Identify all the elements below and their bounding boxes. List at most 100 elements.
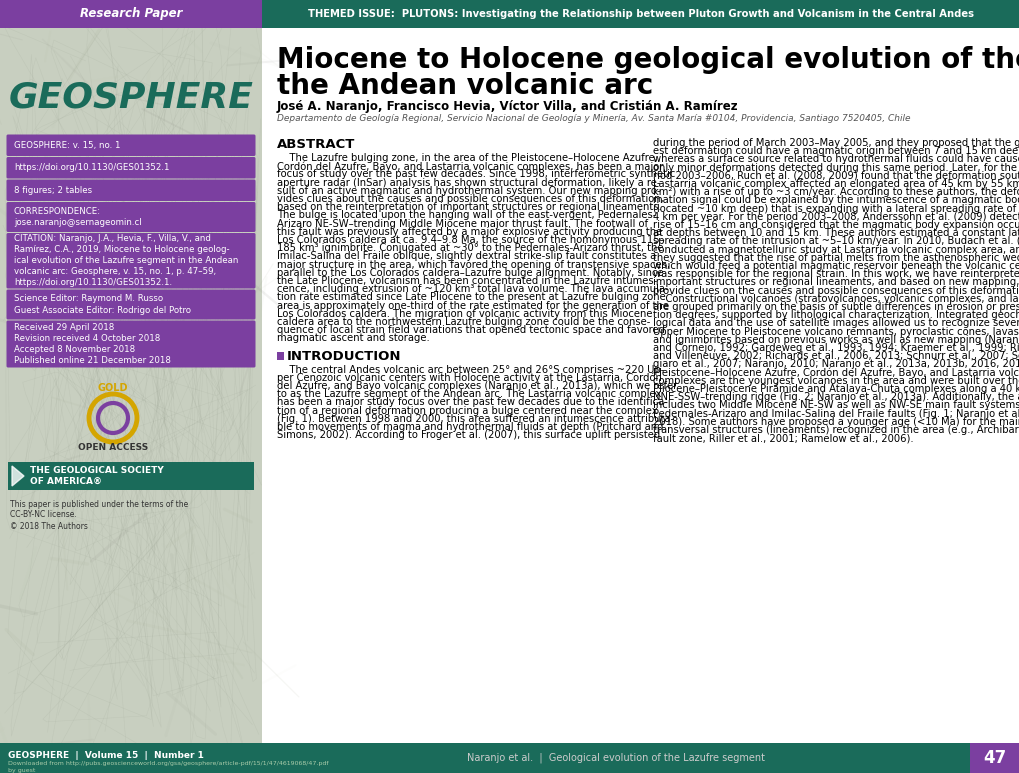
Text: parallel to the Los Colorados caldera–Lazufre bulge alignment. Notably, since: parallel to the Los Colorados caldera–La… xyxy=(277,267,663,278)
FancyBboxPatch shape xyxy=(6,202,255,232)
Text: based on the reinterpretation of important structures or regional lineaments.: based on the reinterpretation of importa… xyxy=(277,203,661,213)
Text: © 2018 The Authors: © 2018 The Authors xyxy=(10,522,88,531)
Text: This paper is published under the terms of the
CC-BY-NC license.: This paper is published under the terms … xyxy=(10,500,189,519)
Text: Cordón del Azufre, Bayo, and Lastarria volcanic complexes, has been a major: Cordón del Azufre, Bayo, and Lastarria v… xyxy=(277,162,662,172)
Text: (Fig. 1). Between 1998 and 2000, this area suffered an intumescence attributa-: (Fig. 1). Between 1998 and 2000, this ar… xyxy=(277,414,674,424)
Text: logical data and the use of satellite images allowed us to recognize several: logical data and the use of satellite im… xyxy=(652,318,1019,329)
Text: The bulge is located upon the hanging wall of the east-vergent, Pedernales-: The bulge is located upon the hanging wa… xyxy=(277,210,656,220)
Text: and Villeneuve, 2002; Richards et al., 2006, 2013; Schnurr et al., 2007; Seg-: and Villeneuve, 2002; Richards et al., 2… xyxy=(652,351,1019,361)
Text: which would feed a potential magmatic reservoir beneath the volcanic center,: which would feed a potential magmatic re… xyxy=(652,261,1019,271)
Text: ble to movements of magma and hydrothermal fluids at depth (Pritchard and: ble to movements of magma and hydrotherm… xyxy=(277,422,662,432)
Text: by guest: by guest xyxy=(8,768,36,773)
Text: Lastarria volcanic complex affected an elongated area of 45 km by 55 km (1400: Lastarria volcanic complex affected an e… xyxy=(652,179,1019,189)
Bar xyxy=(0,0,262,28)
Text: Imilac-Salina del Fraile oblique, slightly dextral strike-slip fault constitutes: Imilac-Salina del Fraile oblique, slight… xyxy=(277,251,655,261)
FancyBboxPatch shape xyxy=(6,290,255,319)
Text: José A. Naranjo, Francisco Hevia, Víctor Villa, and Cristián A. Ramírez: José A. Naranjo, Francisco Hevia, Víctor… xyxy=(277,100,738,113)
Text: Miocene to Holocene geological evolution of the Lazufre segment in: Miocene to Holocene geological evolution… xyxy=(277,46,1019,74)
Text: the Andean volcanic arc: the Andean volcanic arc xyxy=(277,72,652,100)
Text: magmatic ascent and storage.: magmatic ascent and storage. xyxy=(277,333,429,343)
Text: tion degrees, supported by lithological characterization. Integrated geochro-no-: tion degrees, supported by lithological … xyxy=(652,310,1019,320)
Polygon shape xyxy=(12,466,24,486)
Bar xyxy=(262,743,969,773)
Text: they suggested that the rise of partial melts from the asthenospheric wedge,: they suggested that the rise of partial … xyxy=(652,253,1019,263)
Text: ABSTRACT: ABSTRACT xyxy=(277,138,355,151)
Text: to as the Lazufre segment of the Andean arc. The Lastarria volcanic complex: to as the Lazufre segment of the Andean … xyxy=(277,389,660,399)
Text: Pleistocene–Holocene Azufre, Cordón del Azufre, Bayo, and Lastarria volcanic: Pleistocene–Holocene Azufre, Cordón del … xyxy=(652,368,1019,378)
Text: Los Colorados caldera at ca. 9.4–9.8 Ma, the source of the homonymous 115–: Los Colorados caldera at ca. 9.4–9.8 Ma,… xyxy=(277,235,664,245)
Text: Naranjo et al.  |  Geological evolution of the Lazufre segment: Naranjo et al. | Geological evolution of… xyxy=(467,753,764,763)
Text: this fault was previously affected by a major explosive activity producing the: this fault was previously affected by a … xyxy=(277,226,661,237)
Text: GEOSPHERE  |  Volume 15  |  Number 1: GEOSPHERE | Volume 15 | Number 1 xyxy=(8,751,204,760)
Text: km²) with a rise of up to ~3 cm/year. According to these authors, the defor-: km²) with a rise of up to ~3 cm/year. Ac… xyxy=(652,187,1019,197)
Text: aperture radar (InSar) analysis has shown structural deformation, likely a re-: aperture radar (InSar) analysis has show… xyxy=(277,178,660,188)
Text: and ignimbrites based on previous works as well as new mapping (Naranjo: and ignimbrites based on previous works … xyxy=(652,335,1019,345)
Text: Arizaro NE-SW–trending Middle Miocene major thrust fault. The footwall of: Arizaro NE-SW–trending Middle Miocene ma… xyxy=(277,219,647,229)
Text: OPEN ACCESS: OPEN ACCESS xyxy=(77,444,148,452)
Text: only minor deformations detected during this same period. Later, for the pe-: only minor deformations detected during … xyxy=(652,162,1019,172)
FancyBboxPatch shape xyxy=(6,157,255,179)
Bar xyxy=(277,352,283,359)
Text: tion of a regional deformation producing a bulge centered near the complex: tion of a regional deformation producing… xyxy=(277,406,657,416)
Text: Los Colorados caldera. The migration of volcanic activity from this Miocene: Los Colorados caldera. The migration of … xyxy=(277,308,652,318)
FancyBboxPatch shape xyxy=(6,233,255,288)
Text: 4 km per year. For the period 2003–2008, Anderssohn et al. (2009) detected a: 4 km per year. For the period 2003–2008,… xyxy=(652,212,1019,222)
Text: conducted a magnetotelluric study at Lastarria volcanic complex area, and: conducted a magnetotelluric study at Las… xyxy=(652,244,1019,254)
Text: during the period of March 2003–May 2005, and they proposed that the great-: during the period of March 2003–May 2005… xyxy=(652,138,1019,148)
Text: 8 figures; 2 tables: 8 figures; 2 tables xyxy=(14,186,92,195)
Text: Science Editor: Raymond M. Russo
Guest Associate Editor: Rodrigo del Potro: Science Editor: Raymond M. Russo Guest A… xyxy=(14,295,191,315)
Text: are grouped primarily on the basis of subtle differences in erosion or preserva-: are grouped primarily on the basis of su… xyxy=(652,302,1019,312)
Text: 2018). Some authors have proposed a younger age (<10 Ma) for the main: 2018). Some authors have proposed a youn… xyxy=(652,417,1019,427)
Text: Pliocene–Pleistocene Pirámide and Atalaya-Chuta complexes along a 40 km: Pliocene–Pleistocene Pirámide and Atalay… xyxy=(652,384,1019,394)
Text: whereas a surface source related to hydrothermal fluids could have caused: whereas a surface source related to hydr… xyxy=(652,155,1019,165)
Text: Constructional volcanoes (stratovolcanoes, volcanic complexes, and lavas): Constructional volcanoes (stratovolcanoe… xyxy=(652,294,1019,304)
Text: CITATION: Naranjo, J.A., Hevia, F., Villa, V., and
Ramírez, C.A., 2019, Miocene : CITATION: Naranjo, J.A., Hevia, F., Vill… xyxy=(14,234,238,288)
Text: was responsible for the regional strain. In this work, we have reinterpreted: was responsible for the regional strain.… xyxy=(652,269,1019,279)
Text: del Azufre, and Bayo volcanic complexes (Naranjo et al., 2013a), which we refer: del Azufre, and Bayo volcanic complexes … xyxy=(277,381,677,391)
Text: Pedernales-Arizaro and Imilac-Salina del Fraile faults (Fig. 1; Naranjo et al.,: Pedernales-Arizaro and Imilac-Salina del… xyxy=(652,409,1019,419)
Text: mation signal could be explained by the intumescence of a magmatic body: mation signal could be explained by the … xyxy=(652,196,1019,206)
Text: fault zone, Riller et al., 2001; Ramelow et al., 2006).: fault zone, Riller et al., 2001; Ramelow… xyxy=(652,433,913,443)
FancyBboxPatch shape xyxy=(6,135,255,156)
Bar xyxy=(0,743,262,773)
Text: cence, including extrusion of ~120 km³ total lava volume. The lava accumula-: cence, including extrusion of ~120 km³ t… xyxy=(277,284,668,295)
Text: caldera area to the northwestern Lazufre bulging zone could be the conse-: caldera area to the northwestern Lazufre… xyxy=(277,317,650,327)
Text: 47: 47 xyxy=(982,749,1006,767)
Bar xyxy=(0,0,262,773)
Text: quence of local strain field variations that opened tectonic space and favored: quence of local strain field variations … xyxy=(277,325,664,335)
Text: CORRESPONDENCE:
jose.naranjo@sernageomin.cl: CORRESPONDENCE: jose.naranjo@sernageomin… xyxy=(14,207,142,227)
Text: and Cornejo, 1992; Gardeweg et al., 1993, 1994; Kraemer et al., 1999; Richards: and Cornejo, 1992; Gardeweg et al., 1993… xyxy=(652,343,1019,353)
Text: The Lazufre bulging zone, in the area of the Pleistocene–Holocene Azufre,: The Lazufre bulging zone, in the area of… xyxy=(277,153,657,163)
Text: est deformation could have a magmatic origin between 7 and 15 km deep,: est deformation could have a magmatic or… xyxy=(652,146,1019,156)
Text: Received 29 April 2018
Revision received 4 October 2018
Accepted 8 November 2018: Received 29 April 2018 Revision received… xyxy=(14,323,171,365)
Text: GOLD: GOLD xyxy=(98,383,128,393)
Text: INTRODUCTION: INTRODUCTION xyxy=(286,349,401,363)
Text: Simons, 2002). According to Froger et al. (2007), this surface uplift persisted: Simons, 2002). According to Froger et al… xyxy=(277,431,659,440)
Text: Downloaded from http://pubs.geoscienceworld.org/gsa/geosphere/article-pdf/15/1/4: Downloaded from http://pubs.geosciencewo… xyxy=(8,761,328,766)
Text: spreading rate of the intrusion at ~5–10 km/year. In 2010, Budach et al. (2013): spreading rate of the intrusion at ~5–10… xyxy=(652,237,1019,247)
Text: giaro et al., 2007; Naranjo, 2010; Naranjo et al., 2013a, 2013b, 2016, 2018). Th: giaro et al., 2007; Naranjo, 2010; Naran… xyxy=(652,359,1019,369)
Text: important structures or regional lineaments, and based on new mapping, we: important structures or regional lineame… xyxy=(652,278,1019,288)
Bar xyxy=(8,462,254,490)
Text: vides clues about the causes and possible consequences of this deformation,: vides clues about the causes and possibl… xyxy=(277,194,663,204)
FancyBboxPatch shape xyxy=(6,321,255,367)
Text: The central Andes volcanic arc between 25° and 26°S comprises ~220 Up-: The central Andes volcanic arc between 2… xyxy=(277,365,663,375)
Text: the Late Pliocene, volcanism has been concentrated in the Lazufre intumes-: the Late Pliocene, volcanism has been co… xyxy=(277,276,656,286)
Text: provide clues on the causes and possible consequences of this deformation.: provide clues on the causes and possible… xyxy=(652,285,1019,295)
Text: Departamento de Geología Regional, Servicio Nacional de Geología y Minería, Av. : Departamento de Geología Regional, Servi… xyxy=(277,114,910,123)
Text: THEMED ISSUE:  PLUTONS: Investigating the Relationship between Pluton Growth and: THEMED ISSUE: PLUTONS: Investigating the… xyxy=(308,9,973,19)
FancyBboxPatch shape xyxy=(6,179,255,201)
Text: complexes are the youngest volcanoes in the area and were built over the: complexes are the youngest volcanoes in … xyxy=(652,376,1019,386)
Text: major structure in the area, which favored the opening of transtensive spaces,: major structure in the area, which favor… xyxy=(277,260,669,270)
Text: at depths between 10 and 15 km. These authors estimated a constant lateral: at depths between 10 and 15 km. These au… xyxy=(652,228,1019,238)
Text: (located ~10 km deep) that is expanding with a lateral spreading rate of up to: (located ~10 km deep) that is expanding … xyxy=(652,203,1019,213)
Text: sult of an active magmatic and hydrothermal system. Our new mapping pro-: sult of an active magmatic and hydrother… xyxy=(277,186,660,196)
Text: focus of study over the past few decades. Since 1998, interferometric synthetic: focus of study over the past few decades… xyxy=(277,169,675,179)
Text: riod 2003–2006, Ruch et al. (2008, 2009) found that the deformation south of: riod 2003–2006, Ruch et al. (2008, 2009)… xyxy=(652,171,1019,181)
Text: rise of 15–16 cm and considered that the magmatic body expansion occurred: rise of 15–16 cm and considered that the… xyxy=(652,220,1019,230)
Text: per Cenozoic volcanic centers with Holocene activity at the Lastarria, Cordón: per Cenozoic volcanic centers with Holoc… xyxy=(277,373,661,383)
Text: includes two Middle Miocene NE-SW as well as NW-SE main fault systems:: includes two Middle Miocene NE-SW as wel… xyxy=(652,400,1019,410)
Bar xyxy=(262,0,1019,28)
Text: GEOSPHERE: GEOSPHERE xyxy=(8,81,253,115)
Text: Research Paper: Research Paper xyxy=(79,8,182,21)
